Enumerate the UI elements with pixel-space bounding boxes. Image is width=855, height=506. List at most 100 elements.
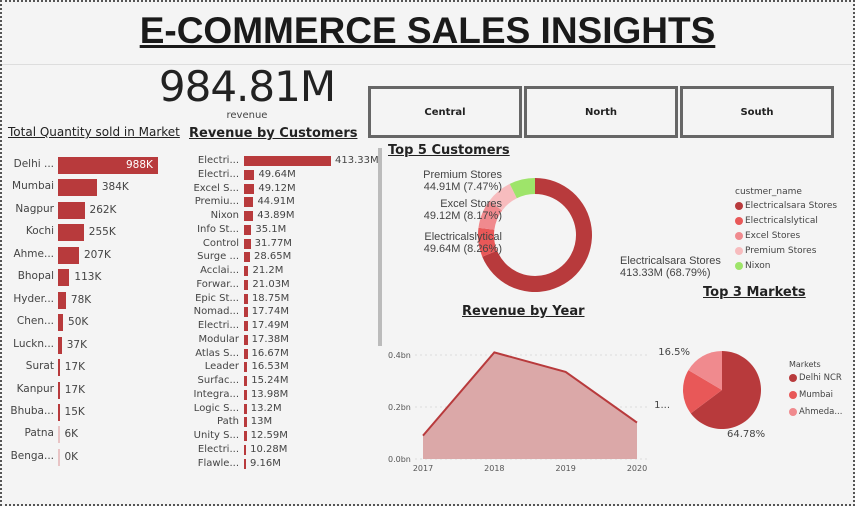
customer-category-label: Logic S... — [193, 402, 239, 414]
legend-item[interactable]: Nixon — [735, 261, 837, 272]
x-tick-label: 2018 — [484, 464, 504, 473]
donut-slice — [509, 178, 535, 199]
customer-category-label: Leader — [204, 361, 239, 373]
legend-dot-icon — [735, 216, 743, 225]
customer-category-label: Excel S... — [193, 182, 239, 194]
donut-category-label: Electricalslytical — [424, 231, 502, 243]
customer-bar — [244, 403, 247, 414]
pie-data-label: 1... — [654, 400, 670, 411]
qty-bar — [58, 426, 60, 444]
customer-category-label: Surfac... — [197, 375, 239, 386]
pie-slice — [690, 351, 761, 429]
donut-slice — [478, 227, 498, 257]
pie-data-label: 64.78% — [727, 429, 765, 440]
donut-category-label: Premium Stores — [423, 169, 502, 181]
pie-data-label: 16.5% — [658, 347, 690, 358]
top3-title: Top 3 Markets — [703, 285, 806, 300]
customer-bar — [244, 183, 255, 194]
top3-legend: Markets Delhi NCR Mumbai Ahmeda... — [789, 359, 842, 424]
legend-item[interactable]: Ahmeda... — [789, 407, 842, 418]
pie-slice — [683, 370, 722, 414]
qty-data-label: 384K — [101, 181, 129, 194]
customer-data-label: 28.65M — [254, 251, 292, 263]
customer-bar — [244, 348, 248, 359]
customer-data-label: 44.91M — [257, 196, 295, 208]
customer-bar — [244, 238, 251, 249]
qty-bar — [58, 179, 97, 197]
donut-data-label: 413.33M (68.79%) — [620, 267, 711, 279]
qty-category-label: Chen... — [16, 315, 54, 328]
top3-pie-chart: 64.78% 1... 16.5% — [654, 347, 765, 440]
legend-item[interactable]: Electricalslytical — [735, 216, 837, 227]
legend-item[interactable]: Excel Stores — [735, 231, 837, 242]
customer-bar — [244, 197, 254, 208]
donut-data-label: 49.64M (8.26%) — [424, 243, 502, 255]
legend-label: Delhi NCR — [799, 373, 842, 383]
donut-slice — [489, 183, 517, 211]
customer-bar — [244, 376, 248, 386]
qty-data-label: 17K — [64, 361, 85, 374]
customer-data-label: 35.1M — [255, 223, 287, 235]
legend-item[interactable]: Mumbai — [789, 390, 842, 401]
customer-data-label: 13.2M — [250, 402, 282, 414]
customer-category-label: Info St... — [197, 223, 239, 235]
donut-slice — [478, 200, 503, 230]
donut-category-label: Excel Stores — [440, 198, 502, 210]
qty-bar — [58, 291, 66, 309]
legend-dot-icon — [789, 373, 797, 382]
qty-data-label: 17K — [64, 383, 85, 396]
customer-data-label: 15.24M — [251, 375, 289, 386]
customer-bar — [244, 307, 248, 318]
customer-category-label: Electri... — [197, 168, 239, 180]
donut-category-label: Electricalsara Stores — [620, 255, 721, 267]
customer-category-label: Atlas S... — [195, 347, 239, 359]
customer-data-label: 12.59M — [250, 430, 288, 441]
qty-bar — [58, 448, 60, 466]
customer-bar — [244, 458, 246, 469]
qty-category-label: Benga... — [10, 449, 54, 462]
legend-label: Electricalslytical — [745, 216, 818, 226]
qty-bar — [58, 224, 84, 242]
slicer-south[interactable]: South — [680, 86, 834, 138]
customer-bar — [244, 279, 249, 290]
customer-data-label: 17.38M — [251, 333, 289, 345]
qty-bar — [58, 157, 158, 174]
qty-bar — [58, 269, 70, 287]
qty-data-label: 207K — [83, 248, 111, 261]
customer-bar — [244, 224, 252, 235]
legend-title: custmer_name — [735, 187, 802, 197]
customer-data-label: 13M — [250, 416, 273, 428]
pie-slice — [688, 351, 722, 390]
qty-category-label: Kanpur — [16, 382, 54, 395]
customer-category-label: Forwar... — [196, 278, 239, 290]
legend-item[interactable]: Electricalsara Stores — [735, 201, 837, 212]
legend-item[interactable]: Premium Stores — [735, 246, 837, 257]
qty-data-label: 6K — [64, 428, 79, 441]
customer-category-label: Nixon — [210, 210, 239, 221]
customer-bar — [244, 389, 247, 400]
qty-chart-title: Total Quantity sold in Market — [8, 125, 180, 139]
qty-data-label: 78K — [70, 293, 92, 306]
customer-bar — [244, 156, 331, 166]
customer-data-label: 10.28M — [250, 443, 288, 455]
customer-data-label: 9.16M — [250, 457, 281, 469]
customer-bar — [244, 444, 247, 455]
customer-category-label: Flawle... — [197, 457, 239, 469]
slicer-central[interactable]: Central — [368, 86, 522, 138]
legend-label: Nixon — [745, 261, 771, 271]
customer-bar — [244, 334, 248, 345]
customer-category-label: Nomad... — [193, 306, 239, 318]
customer-category-label: Premiu... — [194, 196, 239, 208]
customer-category-label: Epic St... — [195, 292, 239, 304]
customer-bar — [244, 431, 247, 441]
legend-item[interactable]: Delhi NCR — [789, 373, 842, 384]
y-tick-label: 0.4bn — [388, 351, 411, 360]
customer-bar — [244, 169, 255, 180]
qty-bar — [58, 381, 60, 399]
qty-data-label: 15K — [64, 405, 85, 418]
slicer-north[interactable]: North — [524, 86, 678, 138]
donut-data-label: 44.91M (7.47%) — [424, 181, 502, 193]
scrollbar[interactable] — [378, 148, 382, 346]
legend-label: Mumbai — [799, 390, 833, 400]
